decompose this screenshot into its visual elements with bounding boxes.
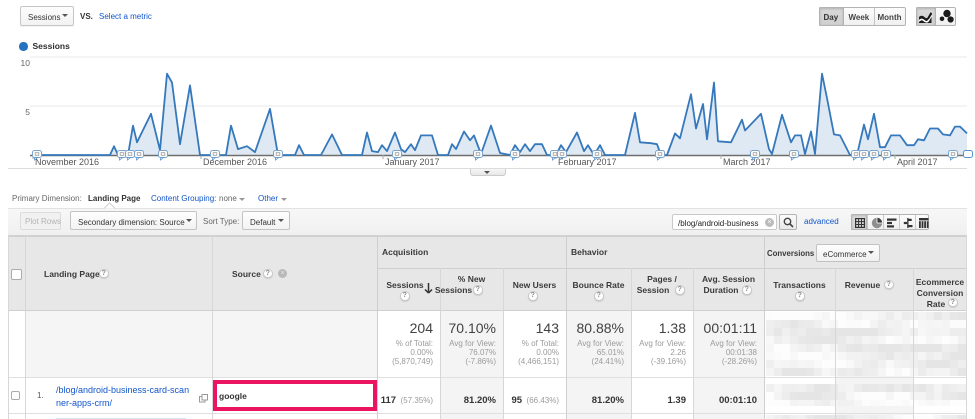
svg-text:April 2017: April 2017 [897,157,938,167]
svg-text:January 2017: January 2017 [385,157,440,167]
svg-text:December 2016: December 2016 [203,157,267,167]
svg-text:February 2017: February 2017 [558,157,617,167]
svg-text:November 2016: November 2016 [35,157,99,167]
svg-text:March 2017: March 2017 [723,157,771,167]
